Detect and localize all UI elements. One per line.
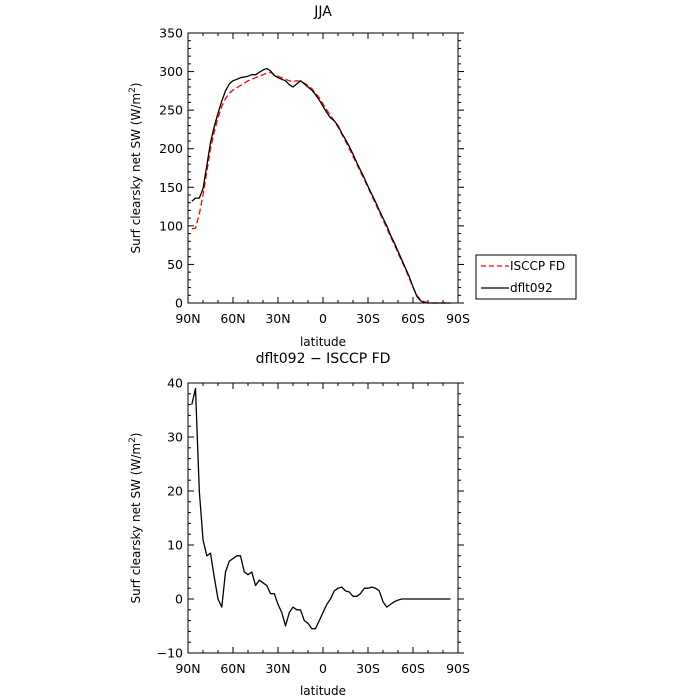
top-y-tick-label: 250 [159,103,183,118]
bottom-y-tick-label: 30 [167,430,183,445]
bottom-x-tick-label: 30S [356,661,380,676]
top-y-tick-label: 150 [159,180,183,195]
top-axis-ticks: 90N 60N 30N 0 30S 60S 90S 0 50 100 150 200 250 300 350 [159,26,470,327]
top-y-tick-label: 50 [167,257,183,272]
bottom-series-line-0 [191,387,451,630]
bottom-y-axis-label-main: Surf clearsky net SW (W/m [129,443,143,604]
bottom-x-tick-label: 90S [446,661,470,676]
bottom-panel: dflt092 − ISCCP FD 90N 60N 30N 0 30S 60S 90S −1… [128,351,470,698]
top-y-tick-label: 200 [159,141,183,156]
bottom-y-tick-label: 0 [175,592,183,607]
bottom-series-group [191,387,451,630]
legend-label-isccp: ISCCP FD [510,259,565,273]
bottom-axis-ticks: 90N 60N 30N 0 30S 60S 90S −10 0 10 20 30 40 [157,376,470,677]
top-series-group [191,67,451,304]
legend: ISCCP FD dflt092 [475,254,577,300]
bottom-y-tick-label: −10 [157,646,183,661]
top-y-axis-label-main: Surf clearsky net SW (W/m [129,93,143,254]
bottom-y-tick-label: 10 [167,538,183,553]
top-y-axis-label-tail: ) [129,83,143,88]
top-plot-frame [187,32,459,304]
top-chart-title: JJA [313,4,332,20]
bottom-y-axis-label: Surf clearsky net SW (W/m2) [128,433,143,604]
bottom-x-tick-label: 0 [319,661,327,676]
bottom-x-tick-label: 60S [401,661,425,676]
top-panel: JJA 90N 60N 30N 0 30S 60S 90S 0 50 100 150 200 250 30… [128,4,470,349]
bottom-x-tick-label: 60N [220,661,245,676]
top-series-line-dflt092 [191,67,451,304]
top-series-line-isccp-fd [191,71,451,304]
bottom-x-axis-label: latitude [300,684,346,698]
top-x-tick-label: 30S [356,311,380,326]
bottom-y-axis-label-sup: 2 [128,437,138,443]
top-y-tick-label: 350 [159,26,183,41]
top-x-tick-label: 30N [265,311,290,326]
bottom-y-tick-label: 40 [167,376,183,391]
top-y-axis-label: Surf clearsky net SW (W/m2) [128,83,143,254]
top-y-tick-label: 100 [159,218,183,233]
bottom-x-tick-label: 90N [175,661,200,676]
top-x-tick-label: 0 [319,311,327,326]
top-y-tick-label: 0 [175,296,183,311]
legend-label-dflt092: dflt092 [510,281,553,295]
top-y-axis-label-sup: 2 [128,87,138,93]
top-x-axis-label: latitude [300,335,346,349]
top-x-tick-label: 90S [446,311,470,326]
legend-box [475,254,577,300]
top-x-tick-label: 90N [175,311,200,326]
bottom-chart-title: dflt092 − ISCCP FD [256,351,391,367]
bottom-x-tick-label: 30N [265,661,290,676]
top-x-tick-label: 60N [220,311,245,326]
top-y-tick-label: 300 [159,64,183,79]
bottom-y-tick-label: 20 [167,484,183,499]
bottom-y-axis-label-tail: ) [129,433,143,438]
top-x-tick-label: 60S [401,311,425,326]
